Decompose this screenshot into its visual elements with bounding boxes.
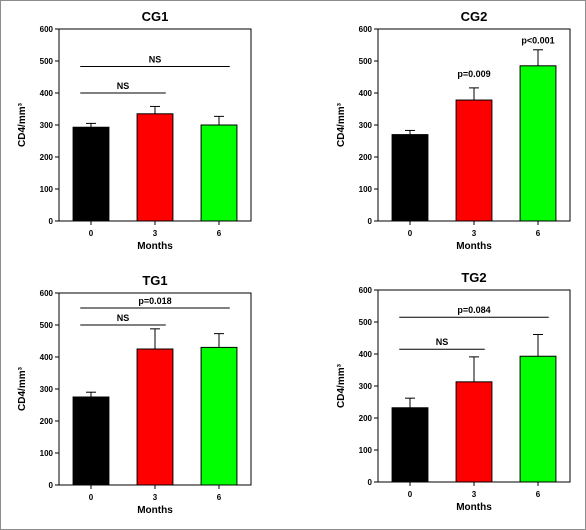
- y-axis-label: CD4/mm³: [336, 363, 347, 408]
- x-tick-label: 3: [153, 229, 158, 238]
- x-tick-label: 3: [472, 490, 477, 499]
- bar: [72, 126, 110, 222]
- x-tick-label: 0: [408, 490, 413, 499]
- significance-label: p=0.084: [457, 305, 490, 315]
- chart-tg1: TG1 0 100 200 300 400 500 600 0 3 6 Months CD4/mm³ NS…: [17, 273, 252, 516]
- x-tick-label: 3: [153, 493, 158, 502]
- bar: [136, 348, 174, 486]
- y-axis-label: CD4/mm³: [17, 366, 28, 411]
- y-axis-label: CD4/mm³: [336, 102, 347, 147]
- significance-label: NS: [436, 337, 449, 347]
- significance-label: NS: [149, 54, 162, 64]
- y-tick-label: 600: [40, 25, 54, 34]
- y-tick-label: 500: [359, 57, 373, 66]
- bar: [136, 113, 174, 222]
- chart-title: CG2: [461, 9, 488, 24]
- y-tick-label: 200: [40, 417, 54, 426]
- y-tick-label: 100: [40, 185, 54, 194]
- x-axis-label: Months: [456, 241, 492, 252]
- bar: [519, 355, 557, 483]
- chart-title: TG2: [461, 270, 486, 285]
- x-tick-label: 6: [217, 493, 222, 502]
- y-tick-label: 300: [40, 385, 54, 394]
- x-tick-label: 6: [536, 229, 541, 238]
- x-axis-label: Months: [137, 505, 173, 516]
- x-tick-label: 6: [217, 229, 222, 238]
- y-tick-label: 600: [359, 25, 373, 34]
- y-tick-label: 400: [40, 353, 54, 362]
- x-axis-label: Months: [456, 502, 492, 513]
- y-tick-label: 100: [40, 449, 54, 458]
- x-tick-label: 0: [89, 229, 94, 238]
- y-tick-label: 400: [359, 89, 373, 98]
- significance-label: NS: [117, 81, 130, 91]
- y-tick-label: 500: [40, 57, 54, 66]
- y-tick-label: 200: [359, 414, 373, 423]
- significance-label: p=0.009: [457, 69, 490, 79]
- y-tick-label: 200: [40, 153, 54, 162]
- y-tick-label: 200: [359, 153, 373, 162]
- bar: [519, 65, 557, 222]
- x-tick-label: 0: [408, 229, 413, 238]
- y-tick-label: 100: [359, 446, 373, 455]
- significance-label: p=0.018: [138, 296, 171, 306]
- y-tick-label: 0: [49, 217, 54, 226]
- y-tick-label: 400: [359, 350, 373, 359]
- y-tick-label: 400: [40, 89, 54, 98]
- y-axis-label: CD4/mm³: [17, 102, 28, 147]
- y-tick-label: 500: [40, 321, 54, 330]
- significance-label: p<0.001: [521, 35, 554, 45]
- bar: [72, 396, 110, 486]
- bar: [391, 134, 429, 222]
- x-axis-label: Months: [137, 241, 173, 252]
- y-tick-label: 300: [359, 121, 373, 130]
- bar: [391, 407, 429, 483]
- bar: [200, 346, 238, 486]
- chart-title: TG1: [142, 273, 167, 288]
- significance-label: NS: [117, 313, 130, 323]
- x-tick-label: 0: [89, 493, 94, 502]
- y-tick-label: 300: [40, 121, 54, 130]
- chart-tg2: TG2 0 100 200 300 400 500 600 0 3 6 Months CD4/mm³ NS…: [336, 270, 571, 513]
- chart-cg2: CG2 0 100 200 300 400 500 600 0 3 6 Months CD4/mm³ p=…: [336, 9, 571, 252]
- chart-title: CG1: [142, 9, 169, 24]
- bar: [455, 99, 493, 222]
- y-tick-label: 600: [40, 289, 54, 298]
- x-tick-label: 6: [536, 490, 541, 499]
- y-tick-label: 500: [359, 318, 373, 327]
- y-tick-label: 0: [49, 481, 54, 490]
- y-tick-label: 100: [359, 185, 373, 194]
- y-tick-label: 300: [359, 382, 373, 391]
- y-tick-label: 0: [368, 217, 373, 226]
- bar: [455, 381, 493, 483]
- bar: [200, 124, 238, 222]
- x-tick-label: 3: [472, 229, 477, 238]
- y-tick-label: 0: [368, 478, 373, 487]
- chart-cg1: CG1 0 100 200 300 400 500 600 0 3 6 Months CD4/mm³ NS…: [17, 9, 252, 252]
- y-tick-label: 600: [359, 286, 373, 295]
